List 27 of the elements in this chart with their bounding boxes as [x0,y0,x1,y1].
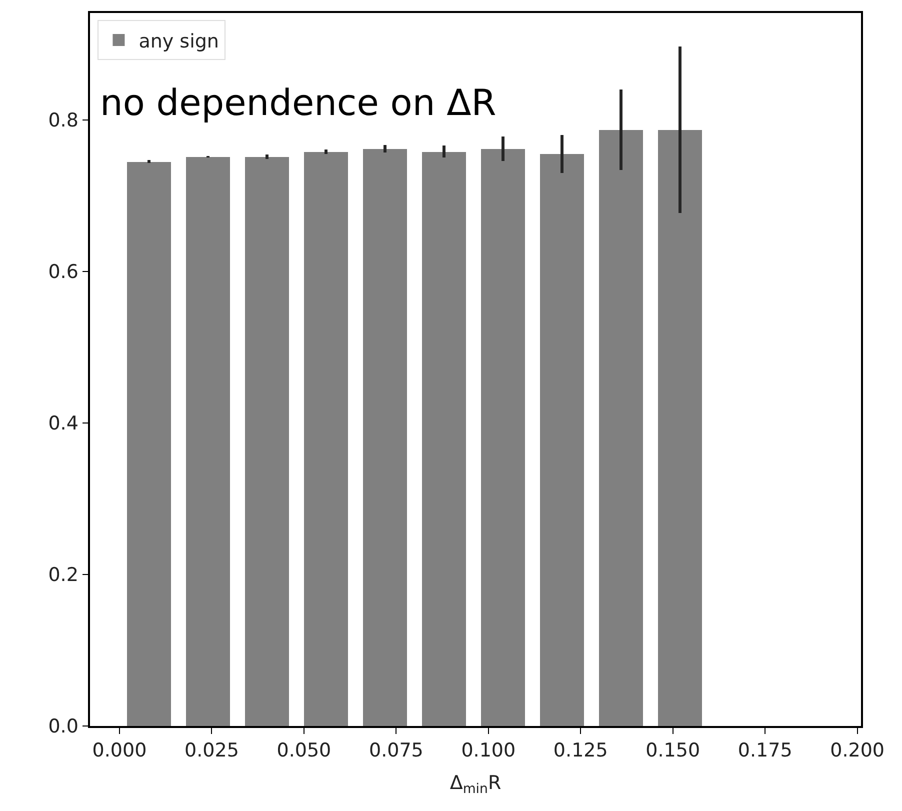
legend-label: any sign [138,30,219,52]
x-axis-title: Δ$_{min}$R [450,772,502,797]
x-tick-label: 0.050 [276,740,332,762]
x-tick-label: 0.025 [184,740,239,762]
y-tick-label: 0.4 [48,412,78,435]
bar [481,149,525,726]
bar [304,152,348,726]
bar [245,157,289,726]
annotation: no dependence on ΔR [100,83,496,124]
x-tick-label: 0.200 [830,740,885,762]
x-tick-label: 0.175 [738,740,792,762]
bar [186,157,230,726]
x-tick-label: 0.075 [368,740,424,762]
bar [599,130,643,726]
x-tick-label: 0.100 [461,740,516,762]
bar [363,149,407,726]
x-tick-label: 0.125 [553,740,608,762]
y-tick-label: 0.0 [48,716,78,738]
y-tick-label: 0.6 [48,261,78,284]
y-tick-label: 0.2 [48,564,78,586]
y-tick-label: 0.8 [48,109,78,132]
bar [658,130,702,726]
bar [422,152,466,726]
x-tick-label: 0.150 [646,740,700,762]
bar [540,154,584,726]
bar [127,162,171,726]
x-tick-label: 0.000 [92,740,147,762]
